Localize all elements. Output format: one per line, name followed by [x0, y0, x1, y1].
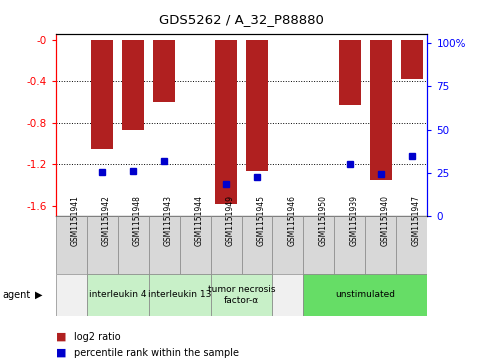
- Bar: [242, 274, 272, 316]
- Bar: [272, 216, 303, 274]
- Bar: [153, 40, 175, 102]
- Bar: [149, 216, 180, 274]
- Text: GSM1151947: GSM1151947: [412, 195, 421, 246]
- Bar: [397, 274, 427, 316]
- Text: GSM1151940: GSM1151940: [381, 195, 390, 246]
- Bar: [117, 274, 149, 316]
- Text: ■: ■: [56, 348, 66, 358]
- Bar: [56, 216, 86, 274]
- Bar: [366, 216, 397, 274]
- Bar: [211, 216, 242, 274]
- Bar: [334, 216, 366, 274]
- Bar: [211, 274, 272, 316]
- Bar: [117, 216, 149, 274]
- Text: ▶: ▶: [35, 290, 43, 300]
- Text: GSM1151941: GSM1151941: [71, 195, 80, 246]
- Bar: [122, 40, 144, 130]
- Text: GSM1151949: GSM1151949: [226, 195, 235, 246]
- Text: GDS5262 / A_32_P88880: GDS5262 / A_32_P88880: [159, 13, 324, 26]
- Bar: [56, 274, 86, 316]
- Text: tumor necrosis
factor-α: tumor necrosis factor-α: [208, 285, 275, 305]
- Bar: [149, 274, 211, 316]
- Bar: [303, 274, 334, 316]
- Bar: [334, 274, 366, 316]
- Bar: [86, 274, 117, 316]
- Bar: [303, 216, 334, 274]
- Bar: [215, 40, 237, 204]
- Text: GSM1151944: GSM1151944: [195, 195, 204, 246]
- Bar: [86, 274, 149, 316]
- Bar: [401, 40, 423, 79]
- Text: agent: agent: [2, 290, 30, 300]
- Text: GSM1151942: GSM1151942: [102, 195, 111, 246]
- Bar: [180, 216, 211, 274]
- Bar: [366, 274, 397, 316]
- Text: ■: ■: [56, 332, 66, 342]
- Text: GSM1151943: GSM1151943: [164, 195, 173, 246]
- Bar: [211, 274, 242, 316]
- Bar: [397, 216, 427, 274]
- Bar: [86, 216, 117, 274]
- Text: GSM1151950: GSM1151950: [319, 195, 328, 246]
- Bar: [303, 274, 427, 316]
- Bar: [246, 40, 268, 171]
- Text: GSM1151939: GSM1151939: [350, 195, 359, 246]
- Text: unstimulated: unstimulated: [336, 290, 396, 299]
- Text: percentile rank within the sample: percentile rank within the sample: [74, 348, 239, 358]
- Text: GSM1151948: GSM1151948: [133, 195, 142, 246]
- Bar: [149, 274, 180, 316]
- Bar: [272, 274, 303, 316]
- Text: interleukin 4: interleukin 4: [89, 290, 146, 299]
- Bar: [91, 40, 113, 148]
- Bar: [180, 274, 211, 316]
- Text: interleukin 13: interleukin 13: [148, 290, 211, 299]
- Text: GSM1151946: GSM1151946: [288, 195, 297, 246]
- Text: GSM1151945: GSM1151945: [257, 195, 266, 246]
- Bar: [242, 216, 272, 274]
- Bar: [370, 40, 392, 180]
- Bar: [339, 40, 361, 105]
- Text: log2 ratio: log2 ratio: [74, 332, 121, 342]
